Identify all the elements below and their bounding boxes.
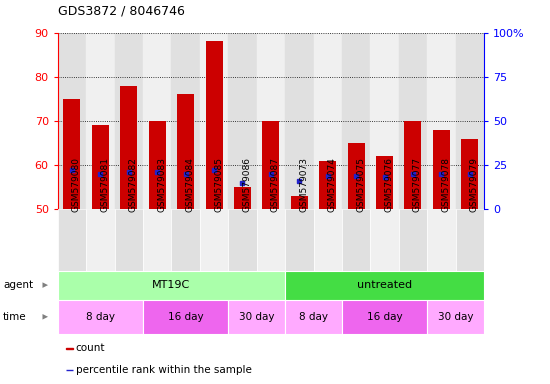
Bar [58,300,143,334]
Bar [433,130,450,209]
Text: GSM579083: GSM579083 [157,157,166,212]
Bar [262,121,279,209]
Text: GSM579084: GSM579084 [186,157,195,212]
Bar [228,300,285,334]
Text: 30 day: 30 day [239,312,274,322]
Bar [291,196,308,209]
Bar [257,33,285,209]
Bar [234,187,251,209]
Text: GSM579081: GSM579081 [100,157,109,212]
Bar [461,139,478,209]
Bar [314,209,342,271]
Bar [342,33,370,209]
Text: GSM579076: GSM579076 [384,157,394,212]
Text: GDS3872 / 8046746: GDS3872 / 8046746 [58,4,185,17]
Bar [86,33,114,209]
Bar [143,209,172,271]
Text: GSM579079: GSM579079 [470,157,479,212]
Bar [200,33,228,209]
Bar [370,33,399,209]
Text: GSM579077: GSM579077 [413,157,422,212]
Bar [342,209,370,271]
Bar [455,33,484,209]
Text: percentile rank within the sample: percentile rank within the sample [76,365,251,375]
Bar [228,209,257,271]
Text: GSM579082: GSM579082 [129,157,138,212]
Text: GSM579080: GSM579080 [72,157,81,212]
Bar [342,300,427,334]
Text: GSM579073: GSM579073 [299,157,309,212]
Bar [66,369,73,371]
Text: count: count [76,343,105,353]
Text: GSM579085: GSM579085 [214,157,223,212]
Bar [58,33,86,209]
Bar [148,121,166,209]
Text: 8 day: 8 day [299,312,328,322]
Bar [66,348,73,349]
Text: GSM579075: GSM579075 [356,157,365,212]
Bar [427,300,484,334]
Bar [427,209,455,271]
Bar [228,33,257,209]
Bar [206,41,223,209]
Text: GSM579074: GSM579074 [328,157,337,212]
Bar [314,33,342,209]
Bar [376,156,393,209]
Bar [177,94,194,209]
Bar [92,125,109,209]
Bar [172,33,200,209]
Bar [285,33,314,209]
Bar [285,209,314,271]
Bar [58,209,86,271]
Bar [455,209,484,271]
Text: agent: agent [3,280,33,290]
Text: MT19C: MT19C [152,280,190,290]
Text: GSM579086: GSM579086 [243,157,251,212]
Bar [86,209,114,271]
Bar [348,143,365,209]
Bar [58,271,285,300]
Bar [63,99,80,209]
Text: 16 day: 16 day [367,312,403,322]
Bar [114,209,143,271]
Bar [285,300,342,334]
Bar [120,86,138,209]
Text: 16 day: 16 day [168,312,204,322]
Text: GSM579078: GSM579078 [441,157,450,212]
Bar [114,33,143,209]
Bar [404,121,421,209]
Bar [143,33,172,209]
Text: 30 day: 30 day [438,312,474,322]
Bar [143,300,228,334]
Bar [200,209,228,271]
Bar [399,33,427,209]
Bar [257,209,285,271]
Bar [319,161,336,209]
Text: 8 day: 8 day [86,312,115,322]
Text: time: time [3,312,26,322]
Bar [285,271,484,300]
Bar [370,209,399,271]
Text: GSM579087: GSM579087 [271,157,280,212]
Bar [399,209,427,271]
Bar [172,209,200,271]
Bar [427,33,455,209]
Text: untreated: untreated [357,280,412,290]
